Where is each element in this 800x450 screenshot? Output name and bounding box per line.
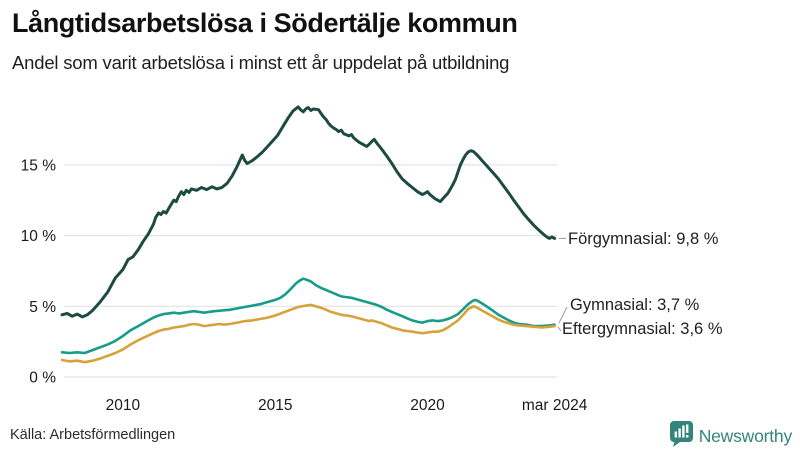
- newsworthy-icon: [669, 421, 693, 450]
- label-connector: [557, 326, 562, 332]
- x-tick-label: 2015: [258, 397, 292, 414]
- series-line-eftergymnasial: [60, 303, 556, 364]
- label-connector: [558, 306, 568, 324]
- x-tick-label: 2010: [106, 397, 141, 414]
- source-note: Källa: Arbetsförmedlingen: [10, 427, 176, 443]
- y-tick-label: 15 %: [21, 157, 57, 174]
- y-tick-label: 0 %: [29, 370, 56, 387]
- series-end-label-eftergymnasial: Eftergymnasial: 3,6 %: [562, 320, 723, 338]
- brand-logo: Newsworthy: [669, 421, 793, 450]
- chart-subtitle: Andel som varit arbetslösa i minst ett å…: [12, 52, 510, 73]
- y-tick-label: 10 %: [21, 228, 57, 245]
- brand-name: Newsworthy: [698, 426, 793, 446]
- series-end-label-gymnasial: Gymnasial: 3,7 %: [570, 296, 700, 314]
- page-title: Långtidsarbetslösa i Södertälje kommun: [12, 8, 518, 38]
- series-line-gymnasial: [60, 277, 556, 355]
- series-end-label-forgymnasial: Förgymnasial: 9,8 %: [568, 230, 719, 248]
- series-line-forgymnasial: [60, 105, 557, 319]
- y-tick-label: 5 %: [29, 299, 56, 316]
- x-tick-label: mar 2024: [522, 397, 588, 414]
- x-tick-label: 2020: [410, 397, 445, 414]
